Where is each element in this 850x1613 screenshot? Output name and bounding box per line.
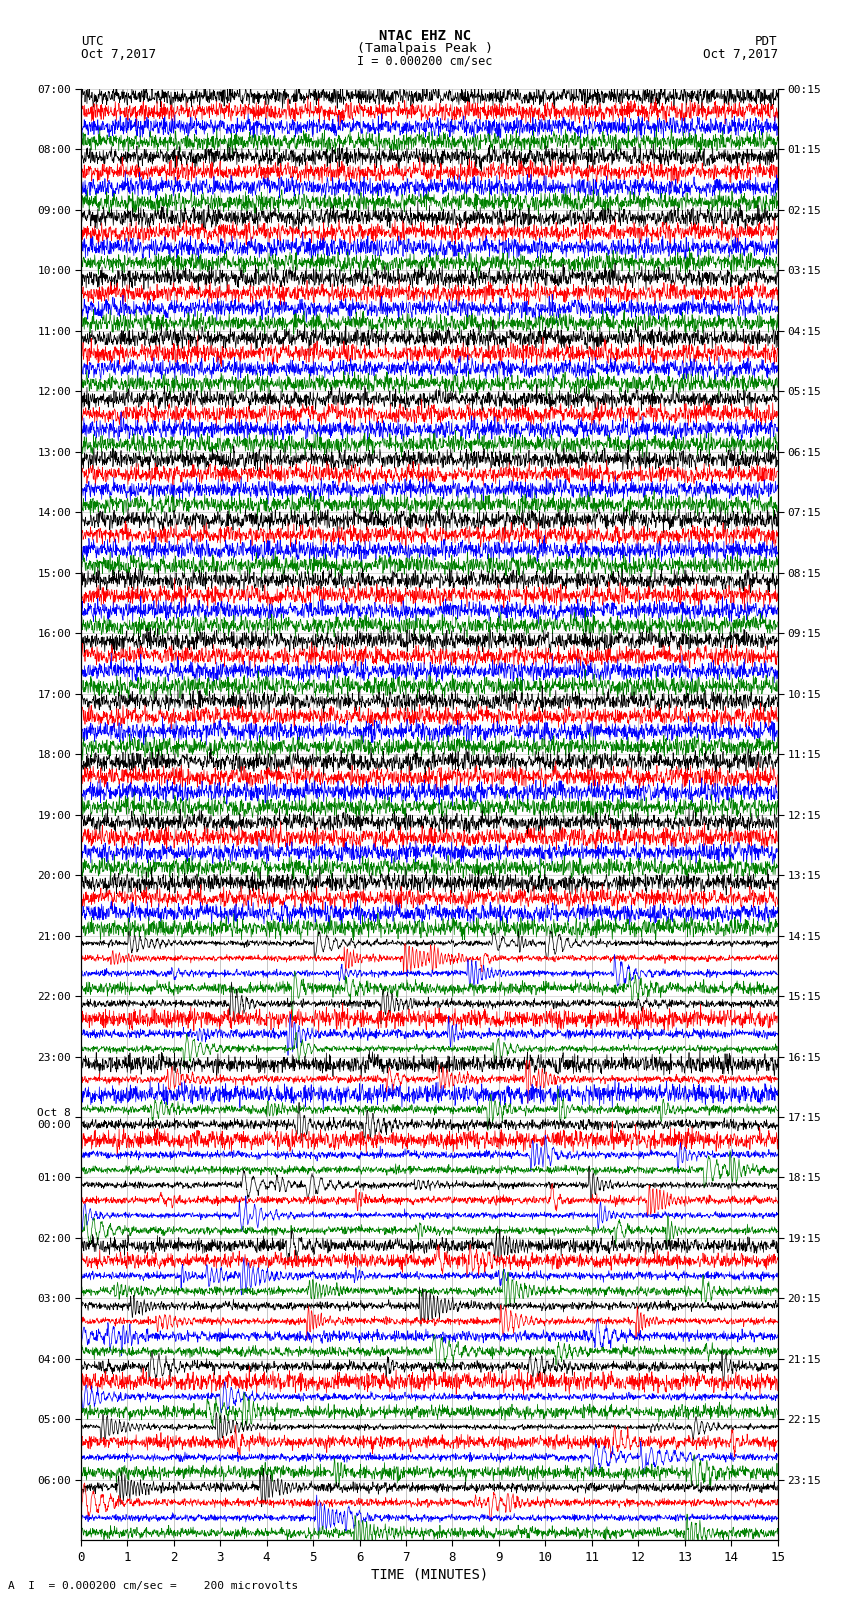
- Text: (Tamalpais Peak ): (Tamalpais Peak ): [357, 42, 493, 55]
- Text: PDT: PDT: [756, 35, 778, 48]
- X-axis label: TIME (MINUTES): TIME (MINUTES): [371, 1568, 488, 1582]
- Text: NTAC EHZ NC: NTAC EHZ NC: [379, 29, 471, 44]
- Text: I = 0.000200 cm/sec: I = 0.000200 cm/sec: [357, 55, 493, 68]
- Text: A  I  = 0.000200 cm/sec =    200 microvolts: A I = 0.000200 cm/sec = 200 microvolts: [8, 1581, 298, 1590]
- Text: Oct 7,2017: Oct 7,2017: [703, 48, 778, 61]
- Text: Oct 7,2017: Oct 7,2017: [81, 48, 156, 61]
- Text: UTC: UTC: [81, 35, 103, 48]
